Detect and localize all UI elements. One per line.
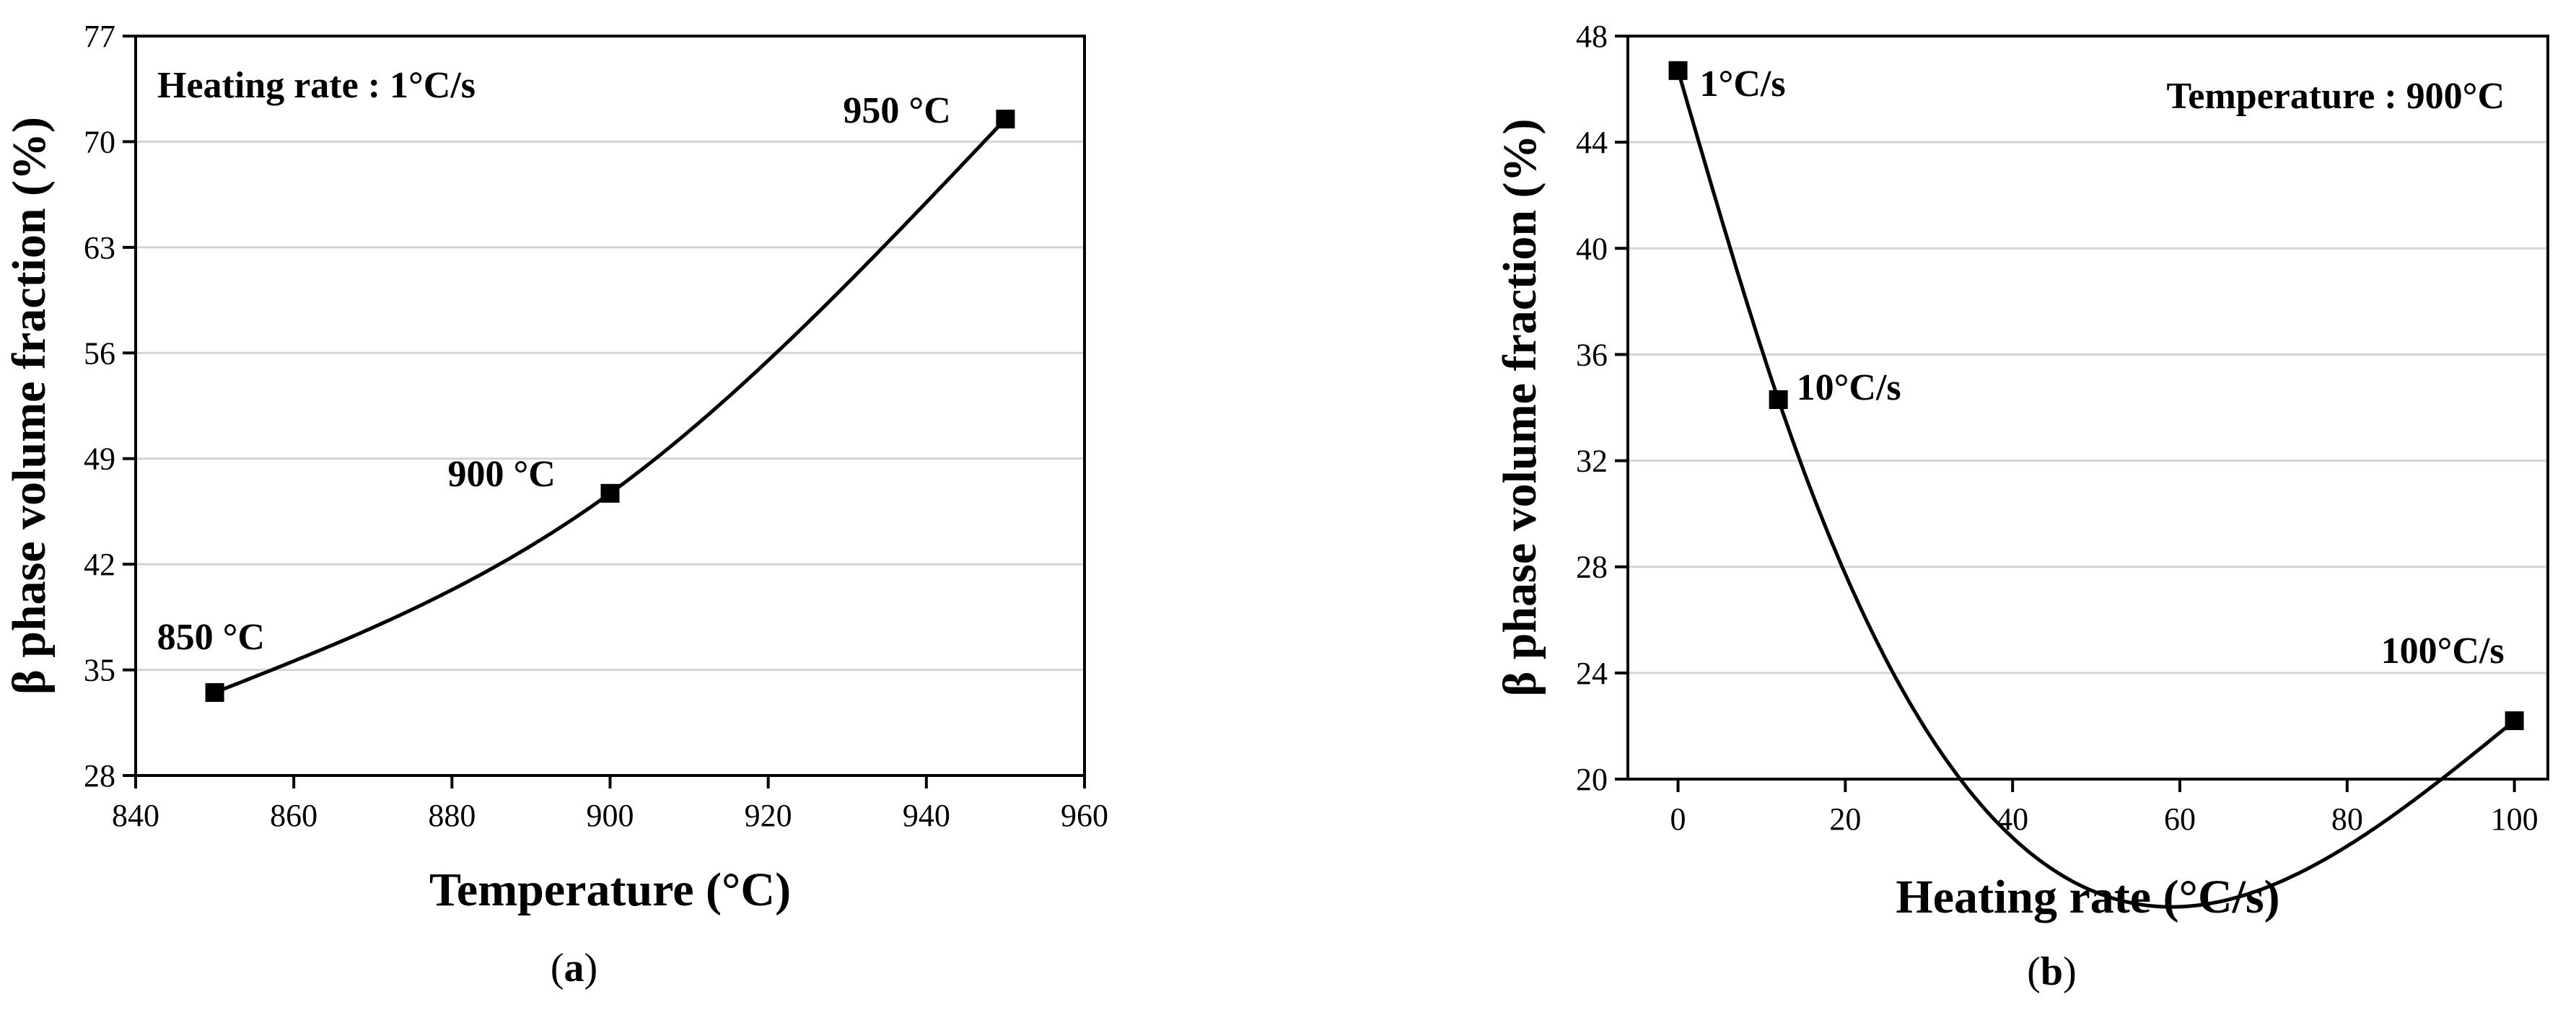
x-tick-label: 860 xyxy=(270,798,317,833)
data-point xyxy=(205,682,224,702)
data-point xyxy=(1668,61,1688,80)
panel-label: (a) xyxy=(551,946,597,990)
data-label: 950 °C xyxy=(843,90,950,131)
data-point xyxy=(2505,711,2524,731)
x-axis-label: Heating rate (°C/s) xyxy=(1896,871,2279,923)
x-tick-label: 40 xyxy=(1997,801,2028,837)
plot-frame xyxy=(134,35,1086,777)
chart-panel-b: 0 20 40 60 80 100 20 24 28 32 36 40 44 48 Heating rate… xyxy=(1494,19,2549,994)
x-tick-label: 20 xyxy=(1829,801,1861,837)
y-tick-label: 24 xyxy=(1576,656,1608,691)
x-tick-label: 60 xyxy=(2164,801,2196,837)
x-tick-label: 880 xyxy=(428,798,476,833)
y-tick-label: 42 xyxy=(84,547,115,582)
data-label: 850 °C xyxy=(157,617,265,658)
x-tick-label: 840 xyxy=(112,798,159,833)
y-tick-label: 70 xyxy=(84,124,115,159)
chart-panel-a: 840 860 880 900 920 940 960 28 35 42 49 56 63 70 77 Tem… xyxy=(3,19,1108,990)
y-axis-label: β phase volume fraction (%) xyxy=(1494,118,1546,696)
x-axis-label: Temperature (°C) xyxy=(429,864,791,916)
data-label: 10°C/s xyxy=(1797,367,1901,408)
y-axis-label: β phase volume fraction (%) xyxy=(3,117,56,695)
series-line xyxy=(1676,70,2516,909)
y-tick-label: 77 xyxy=(84,19,115,54)
y-tick-label: 44 xyxy=(1576,125,1608,160)
x-tick-label: 900 xyxy=(587,798,634,833)
y-tick-label: 56 xyxy=(84,335,115,371)
y-tick-label: 40 xyxy=(1576,231,1608,266)
x-tick-label: 960 xyxy=(1061,798,1108,833)
chart-annotation: Temperature : 900°C xyxy=(2166,76,2505,117)
data-point xyxy=(600,483,620,503)
x-tick-label: 0 xyxy=(1670,801,1686,837)
panel-label: (b) xyxy=(2027,949,2076,994)
y-tick-label: 63 xyxy=(84,230,115,265)
x-tick-label: 940 xyxy=(903,798,950,833)
data-label: 900 °C xyxy=(448,454,556,495)
y-tick-label: 36 xyxy=(1576,337,1608,372)
y-tick-label: 32 xyxy=(1576,444,1608,479)
panel-letter: b xyxy=(2041,949,2063,994)
data-point xyxy=(1769,390,1788,409)
chart-annotation: Heating rate : 1°C/s xyxy=(157,65,476,106)
y-tick-label: 20 xyxy=(1576,762,1608,797)
x-tick-label: 100 xyxy=(2491,801,2538,837)
x-tick-label: 920 xyxy=(745,798,792,833)
data-label: 1°C/s xyxy=(1700,63,1786,105)
y-tick-label: 48 xyxy=(1576,19,1608,54)
y-tick-label: 28 xyxy=(1576,550,1608,585)
x-tick-label: 80 xyxy=(2331,801,2363,837)
y-tick-label: 35 xyxy=(84,653,115,688)
data-label: 100°C/s xyxy=(2381,630,2505,672)
panel-letter: a xyxy=(564,946,584,990)
data-point xyxy=(996,110,1015,129)
series-line xyxy=(214,118,1007,695)
y-tick-label: 28 xyxy=(84,758,115,794)
plot-frame xyxy=(1626,35,2549,781)
y-tick-label: 49 xyxy=(84,441,115,477)
